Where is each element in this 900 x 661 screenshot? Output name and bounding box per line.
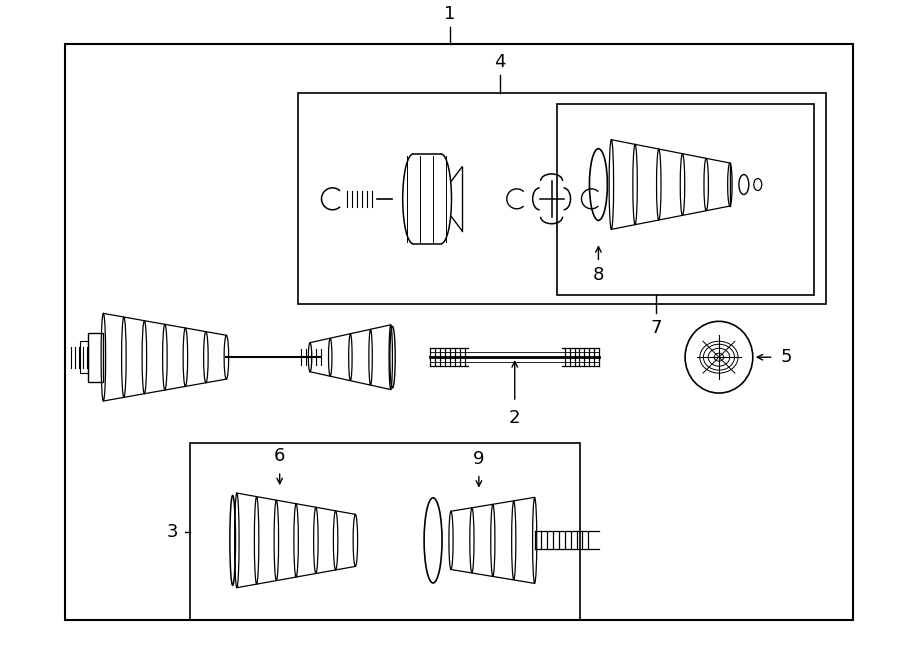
Text: 8: 8	[593, 266, 604, 284]
Text: 3: 3	[166, 522, 178, 541]
Text: 5: 5	[780, 348, 792, 366]
Bar	[65, 44, 853, 620]
Text: 2: 2	[509, 409, 520, 427]
Bar	[556, 104, 814, 295]
Bar	[298, 93, 825, 305]
Text: 6: 6	[274, 447, 285, 465]
Bar	[80, 342, 88, 373]
Bar	[190, 443, 580, 620]
Text: 7: 7	[651, 319, 661, 337]
Bar	[88, 332, 104, 382]
Text: 9: 9	[473, 449, 484, 468]
Text: 4: 4	[494, 54, 506, 71]
Text: 1: 1	[445, 5, 455, 22]
